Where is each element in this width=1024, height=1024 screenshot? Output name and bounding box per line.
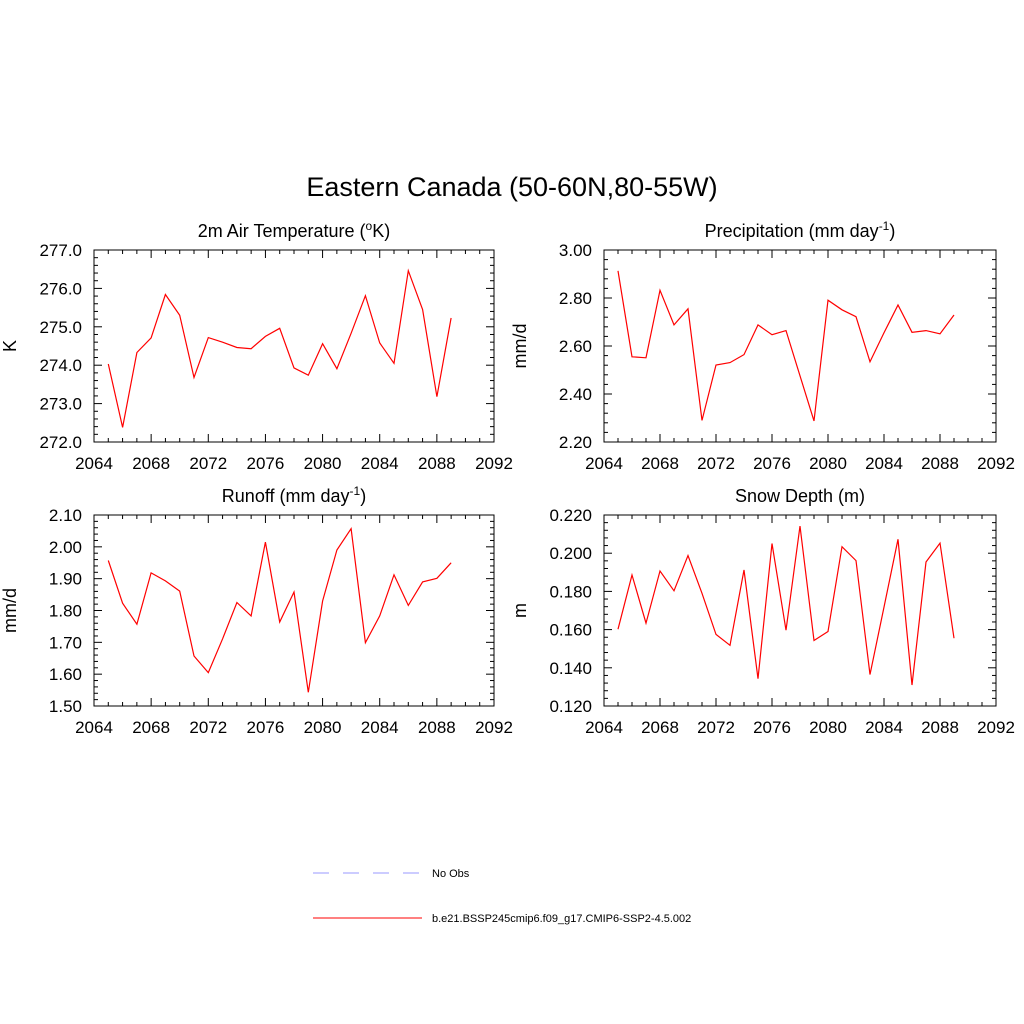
x-tick-label: 2064 <box>75 718 113 737</box>
y-tick-label: 2.00 <box>49 538 82 557</box>
panel-title: Runoff (mm day-1) <box>222 484 366 506</box>
x-tick-label: 2092 <box>475 454 513 473</box>
x-tick-label: 2084 <box>865 718 903 737</box>
x-tick-label: 2072 <box>697 454 735 473</box>
y-tick-label: 0.220 <box>549 506 592 525</box>
y-tick-label: 1.70 <box>49 633 82 652</box>
y-tick-label: 2.10 <box>49 506 82 525</box>
panel-3: Runoff (mm day-1) mm/d 2064 2068 2072 2076 208… <box>0 484 513 737</box>
legend-label: No Obs <box>432 868 470 880</box>
y-tick-label: 273.0 <box>39 395 82 414</box>
y-tick-label: 277.0 <box>39 241 82 260</box>
legend: No Obs b.e21.BSSP245cmip6.f09_g17.CMIP6-S… <box>313 868 691 925</box>
x-tick-label: 2064 <box>585 718 623 737</box>
panel-title: Snow Depth (m) <box>735 486 865 506</box>
y-axis-label: K <box>0 340 20 352</box>
y-tick-label: 0.140 <box>549 659 592 678</box>
y-tick-label: 276.0 <box>39 279 82 298</box>
x-tick-label: 2092 <box>977 454 1015 473</box>
x-tick-label: 2084 <box>361 454 399 473</box>
x-tick-label: 2080 <box>809 718 847 737</box>
y-tick-label: 0.160 <box>549 621 592 640</box>
series-line <box>107 527 452 693</box>
x-tick-label: 2088 <box>418 454 456 473</box>
x-tick-label: 2092 <box>977 718 1015 737</box>
series-line <box>617 526 955 686</box>
panel-title: Precipitation (mm day-1) <box>705 219 896 241</box>
x-tick-label: 2084 <box>361 718 399 737</box>
x-tick-label: 2076 <box>753 718 791 737</box>
plot-frame <box>603 514 997 707</box>
legend-label: b.e21.BSSP245cmip6.f09_g17.CMIP6-SSP2-4.… <box>432 913 691 925</box>
y-tick-label: 274.0 <box>39 356 82 375</box>
x-tick-label: 2072 <box>189 454 227 473</box>
y-tick-label: 2.60 <box>559 337 592 356</box>
x-tick-label: 2068 <box>641 718 679 737</box>
panels: 2m Air Temperature (oK) K 2064 2068 2072 2076… <box>0 219 1015 737</box>
panel-title: 2m Air Temperature (oK) <box>198 219 390 241</box>
panel-4: Snow Depth (m) m 2064 2068 2072 2076 2080 2084 2… <box>510 486 1015 737</box>
x-tick-label: 2080 <box>809 454 847 473</box>
main-title: Eastern Canada (50-60N,80-55W) <box>306 172 717 202</box>
x-tick-label: 2080 <box>304 718 342 737</box>
x-tick-label: 2076 <box>753 454 791 473</box>
y-tick-label: 0.200 <box>549 544 592 563</box>
y-tick-label: 2.20 <box>559 433 592 452</box>
x-tick-label: 2064 <box>75 454 113 473</box>
y-tick-label: 1.50 <box>49 697 82 716</box>
x-tick-label: 2076 <box>247 454 285 473</box>
y-axis-label: mm/d <box>0 588 20 633</box>
series-line <box>107 268 452 428</box>
x-tick-label: 2068 <box>132 718 170 737</box>
series-line <box>617 270 955 422</box>
x-tick-label: 2068 <box>132 454 170 473</box>
x-tick-label: 2068 <box>641 454 679 473</box>
y-tick-label: 2.80 <box>559 289 592 308</box>
y-tick-label: 275.0 <box>39 318 82 337</box>
x-tick-label: 2088 <box>921 718 959 737</box>
x-tick-label: 2072 <box>189 718 227 737</box>
y-tick-label: 1.60 <box>49 665 82 684</box>
y-tick-label: 0.180 <box>549 582 592 601</box>
y-tick-label: 1.80 <box>49 602 82 621</box>
x-tick-label: 2092 <box>475 718 513 737</box>
x-tick-label: 2080 <box>304 454 342 473</box>
x-tick-label: 2088 <box>921 454 959 473</box>
y-tick-label: 0.120 <box>549 697 592 716</box>
y-tick-label: 272.0 <box>39 433 82 452</box>
y-axis-label: m <box>510 603 530 618</box>
x-tick-label: 2064 <box>585 454 623 473</box>
plot-frame <box>93 249 495 443</box>
plot-frame <box>603 249 997 443</box>
x-tick-label: 2076 <box>247 718 285 737</box>
y-tick-label: 2.40 <box>559 385 592 404</box>
panel-1: 2m Air Temperature (oK) K 2064 2068 2072 2076… <box>0 219 513 473</box>
x-tick-label: 2084 <box>865 454 903 473</box>
plot-frame <box>93 514 495 707</box>
y-tick-label: 1.90 <box>49 570 82 589</box>
x-tick-label: 2088 <box>418 718 456 737</box>
y-tick-label: 3.00 <box>559 241 592 260</box>
y-axis-label: mm/d <box>510 324 530 369</box>
panel-2: Precipitation (mm day-1) mm/d 2064 2068 2072… <box>510 219 1015 473</box>
x-tick-label: 2072 <box>697 718 735 737</box>
